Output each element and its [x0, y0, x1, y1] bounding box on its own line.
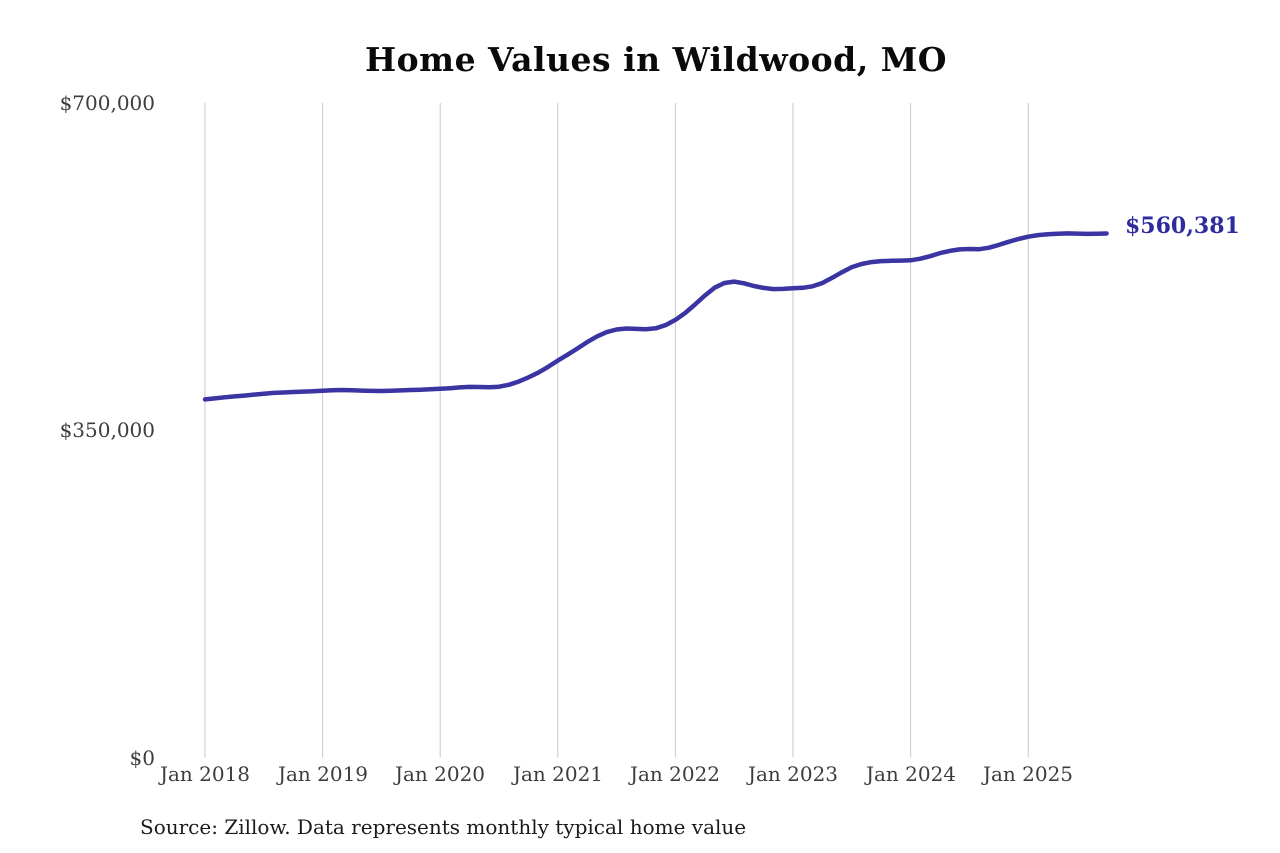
x-axis-tick-2018: Jan 2018: [159, 762, 251, 786]
source-note: Source: Zillow. Data represents monthly …: [140, 815, 747, 839]
chart-title: Home Values in Wildwood, MO: [364, 40, 948, 79]
end-value-label: $560,381: [1125, 213, 1240, 239]
home-value-line: [202, 231, 1109, 402]
x-axis-tick-2019: Jan 2019: [277, 762, 369, 786]
x-axis-tick-2021: Jan 2021: [512, 762, 604, 786]
x-axis-tick-2022: Jan 2022: [629, 762, 721, 786]
y-axis-tick-700000: $700,000: [59, 91, 155, 115]
x-axis-tick-2020: Jan 2020: [394, 762, 486, 786]
y-axis-tick-350000: $350,000: [59, 418, 155, 442]
y-axis-tick-0: $0: [129, 746, 155, 770]
x-axis-tick-2025: Jan 2025: [982, 762, 1074, 786]
x-axis-tick-2024: Jan 2024: [865, 762, 957, 786]
x-axis-tick-2023: Jan 2023: [747, 762, 839, 786]
